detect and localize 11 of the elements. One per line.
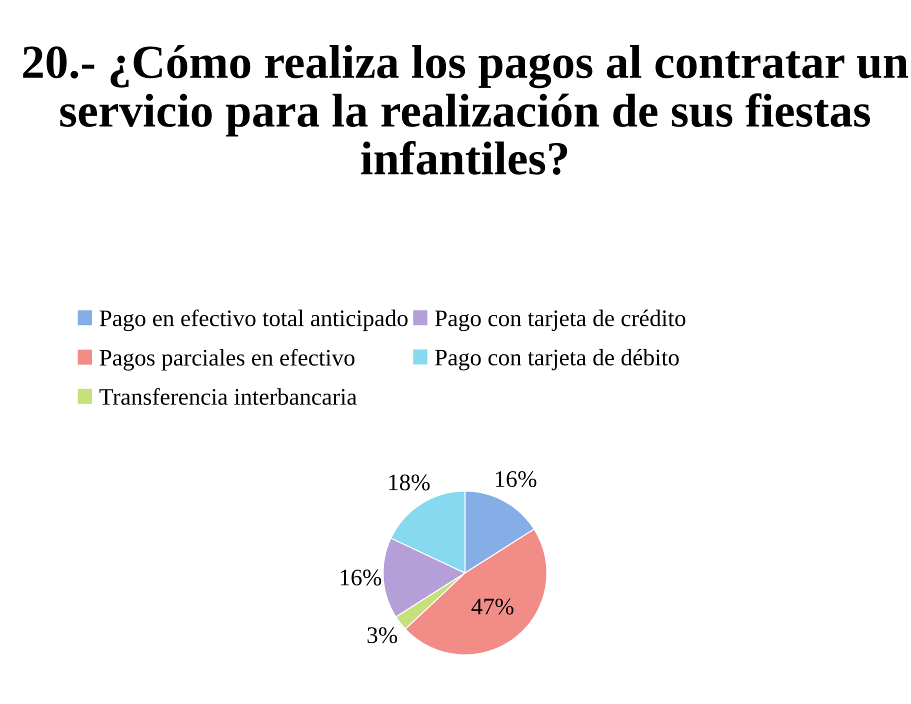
data-label: 18% [389,474,430,490]
legend-label: Pago en efectivo total anticipado [100,309,408,332]
data-label: 16% [496,471,536,488]
data-label: 16% [340,570,382,586]
legend-label: Pagos parciales en efectivo [100,348,354,371]
legend-label: Transferencia interbancaria [99,388,357,405]
data-label: 3% [368,627,398,644]
legend-label: Pago con tarjeta de débito [435,348,679,370]
chart-title: 20.- ¿Cómo realiza los pagos al contratar un servicio para la realización de sus fiestas infantiles? [23,45,908,175]
legend-label: Pago con tarjeta de crédito [435,310,686,332]
data-label: 47% [471,598,514,615]
